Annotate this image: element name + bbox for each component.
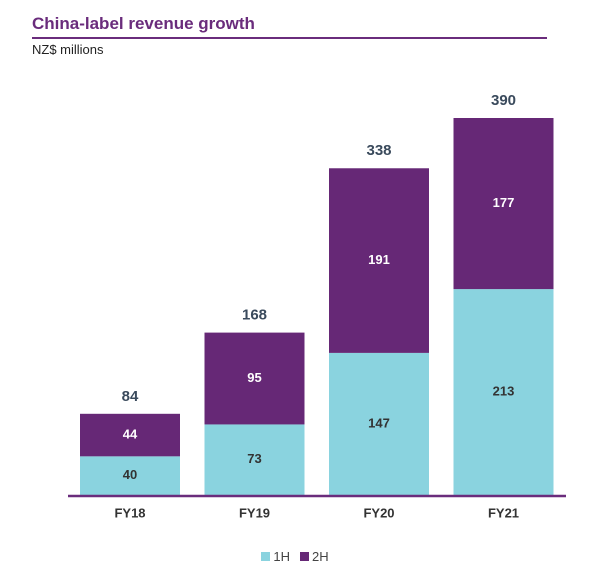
bar-fy19-1h <box>204 424 305 495</box>
legend-item-1h: 1H <box>261 549 290 564</box>
legend-item-2h: 2H <box>300 549 329 564</box>
x-tick-label-fy20: FY20 <box>363 505 394 520</box>
legend: 1H 2H <box>0 549 590 564</box>
bar-fy18-1h <box>80 456 180 495</box>
x-tick-label-fy21: FY21 <box>488 505 519 520</box>
total-label-fy21: 390 <box>491 92 516 109</box>
data-label-fy19-2h: 95 <box>247 370 261 385</box>
legend-label-2h: 2H <box>312 549 329 564</box>
data-label-fy18-1h: 40 <box>123 467 137 482</box>
chart-title: China-label revenue growth <box>32 14 255 33</box>
x-tick-label-fy18: FY18 <box>114 505 145 520</box>
data-label-fy21-2h: 177 <box>493 195 515 210</box>
total-label-fy19: 168 <box>242 307 267 324</box>
data-label-fy20-1h: 147 <box>368 415 390 430</box>
chart-subtitle: NZ$ millions <box>32 42 104 57</box>
title-divider <box>32 37 547 39</box>
data-label-fy18-2h: 44 <box>123 427 138 442</box>
bar-fy18-2h <box>80 413 180 457</box>
legend-swatch-1h <box>261 552 271 561</box>
legend-swatch-2h <box>300 552 309 561</box>
total-label-fy18: 84 <box>122 388 139 405</box>
bar-fy21-2h <box>453 118 554 290</box>
x-tick-label-fy19: FY19 <box>239 505 270 520</box>
total-label-fy20: 338 <box>366 142 391 159</box>
data-label-fy21-1h: 213 <box>493 383 515 398</box>
legend-label-1h: 1H <box>273 549 290 564</box>
stacked-bar-chart: 40 44 84 FY18 73 95 168 FY19 147 191 338 FY20 213 177… <box>68 92 566 520</box>
data-label-fy20-2h: 191 <box>368 252 390 267</box>
bar-fy20-1h <box>329 352 429 495</box>
bar-fy20-2h <box>329 168 429 353</box>
bar-fy21-1h <box>453 289 554 495</box>
bar-fy19-2h <box>204 332 305 425</box>
data-label-fy19-1h: 73 <box>247 451 261 466</box>
